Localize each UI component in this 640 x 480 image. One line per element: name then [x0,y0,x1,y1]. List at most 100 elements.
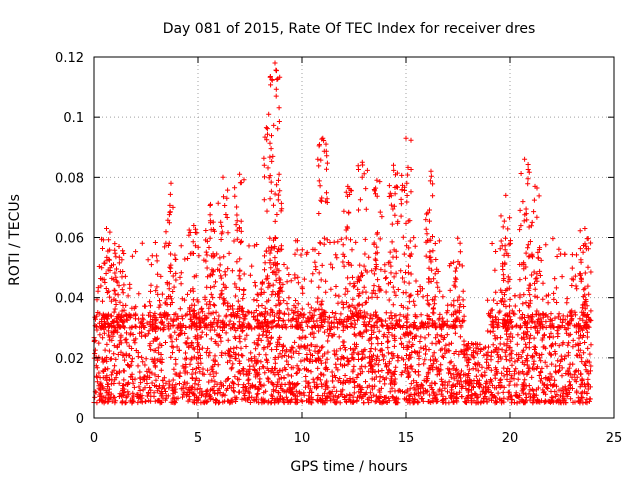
data-point [577,271,583,277]
data-point [446,379,452,385]
data-point [476,377,482,383]
data-point [548,324,554,330]
data-point [334,388,340,394]
data-point [425,301,431,307]
data-point [243,344,249,349]
data-point [163,393,169,399]
data-point [442,335,447,341]
data-point [304,251,310,257]
data-point [112,270,118,276]
data-point [528,223,534,229]
data-point [132,323,138,329]
data-point [163,340,168,345]
data-point [552,351,558,357]
data-point [345,304,351,310]
data-point [374,294,380,300]
data-point [288,324,294,329]
data-point [111,309,117,315]
data-point [357,197,363,203]
data-point [355,286,361,292]
data-point [321,241,327,247]
data-point [316,270,322,276]
data-point [573,283,579,289]
data-point [390,206,396,212]
data-point [262,134,268,140]
data-point [563,400,569,405]
data-point [495,390,501,396]
data-point [331,348,337,354]
data-point [581,243,586,248]
data-point [267,312,273,318]
data-point [306,347,312,353]
data-point [569,252,575,258]
data-point [495,352,501,358]
data-point [443,342,449,348]
data-point [365,295,371,301]
data-point [496,346,502,352]
data-point [191,314,197,320]
data-point [355,311,361,316]
data-point [376,284,382,290]
data-point [556,387,562,393]
data-point [268,179,274,185]
data-point [274,182,280,188]
data-point [562,317,568,323]
data-point [403,135,409,141]
data-point [106,256,112,262]
data-point [315,393,321,398]
data-point [230,310,236,316]
data-point [113,254,119,260]
data-point [237,339,243,345]
data-point [569,386,575,391]
data-point [218,275,224,281]
data-point [503,304,509,310]
data-point [410,396,416,402]
data-point [284,301,290,307]
data-point [104,226,109,231]
data-point [351,363,357,369]
data-point [366,395,372,401]
data-point [293,348,299,354]
data-point [116,368,122,374]
data-point [276,119,282,124]
data-point [556,311,562,317]
data-point [362,236,368,242]
data-point [232,193,238,199]
data-point [265,344,271,350]
data-point [94,324,100,330]
data-point [309,359,315,364]
data-point [527,282,533,288]
data-point [564,300,570,306]
data-point [213,370,219,376]
data-point [117,391,123,397]
data-point [501,384,507,390]
data-point [270,319,276,324]
data-point [582,226,588,231]
data-point [427,383,433,389]
data-point [377,236,383,242]
data-point [392,337,398,343]
data-point [378,385,384,391]
data-point [448,371,454,377]
data-point [408,271,414,277]
data-point [426,399,432,405]
data-point [284,279,290,285]
data-point [265,378,271,384]
data-point [338,311,344,317]
data-point [490,319,496,325]
data-point [339,363,345,369]
data-point [97,387,103,393]
data-point [456,351,462,357]
data-point [371,312,377,318]
data-point [173,311,179,317]
data-point [205,274,211,280]
data-point [203,349,209,355]
data-point [185,291,190,297]
data-point [347,281,353,287]
data-point [191,354,197,360]
data-point [393,172,398,178]
data-point [187,361,193,367]
data-point [415,289,420,294]
data-point [481,345,487,351]
data-point [229,379,235,385]
